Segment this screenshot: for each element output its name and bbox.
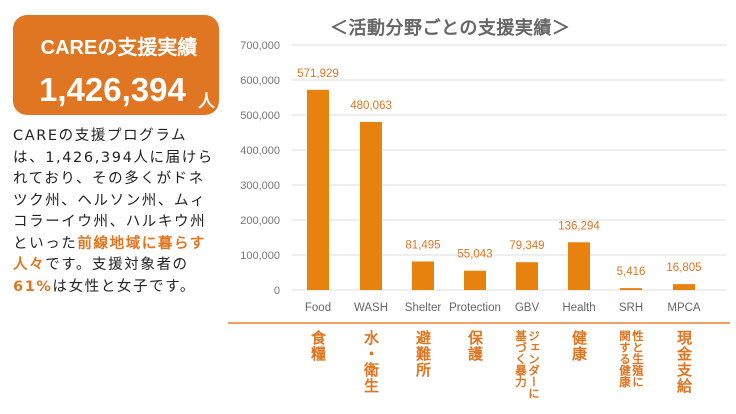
jp-label: 保護 <box>466 330 484 362</box>
bar-shelter <box>412 261 434 290</box>
data-label: 79,349 <box>509 240 544 252</box>
badge-number: 1,426,394 <box>39 71 186 108</box>
y-tick-label: 300,000 <box>240 180 280 192</box>
total-badge: CAREの支援実績 1,426,394 人 <box>13 15 219 115</box>
desc-highlight: 前線地域に暮らす人々 <box>13 235 206 274</box>
bar-srh <box>620 288 642 290</box>
bar-wash <box>360 121 382 290</box>
jp-label: 現金支給 <box>675 330 693 394</box>
data-label: 480,063 <box>350 100 392 112</box>
data-label: 55,043 <box>457 249 492 261</box>
data-label: 16,805 <box>666 262 701 274</box>
y-tick-label: 200,000 <box>240 215 280 227</box>
data-label: 5,416 <box>617 266 646 278</box>
description: CAREの支援プログラムは、1,426,394人に届けられており、その多くがドネ… <box>13 126 218 298</box>
x-tick-label: GBV <box>515 302 540 314</box>
jp-label: 性と生殖に 関する健康 <box>618 330 645 388</box>
x-tick-label: Health <box>562 302 595 314</box>
bar-protection <box>464 270 486 290</box>
y-tick-label: 0 <box>274 285 280 297</box>
desc-text: は女性と女子です。 <box>52 278 196 295</box>
bar-health <box>568 242 590 290</box>
bar-mpca <box>673 284 695 290</box>
jp-label: ジェンダーに 基づく暴力 <box>514 330 541 399</box>
data-label: 571,929 <box>297 68 339 80</box>
jp-label: 健康 <box>570 330 588 362</box>
divider <box>228 322 730 324</box>
bar-gbv <box>516 262 538 290</box>
x-tick-label: SRH <box>619 302 643 314</box>
data-label: 81,495 <box>405 239 440 251</box>
jp-label: 避難所 <box>414 330 432 378</box>
x-tick-label: Shelter <box>405 302 442 314</box>
x-tick-label: WASH <box>354 302 388 314</box>
bar-food <box>307 89 329 290</box>
y-tick-label: 600,000 <box>240 75 280 87</box>
desc-highlight: 61% <box>13 278 53 295</box>
y-tick-label: 700,000 <box>240 40 280 52</box>
y-tick-label: 500,000 <box>240 110 280 122</box>
jp-label: 水・衛生 <box>362 330 380 394</box>
y-tick-label: 100,000 <box>240 250 280 262</box>
x-tick-label: Food <box>305 302 331 314</box>
badge-title: CAREの支援実績 <box>40 37 198 59</box>
desc-text: CAREの支援プログラムは、1,426,394人に届けられており、その多くがドネ… <box>13 128 214 252</box>
x-tick-label: MPCA <box>667 302 701 314</box>
y-tick-label: 400,000 <box>240 145 280 157</box>
jp-label: 食糧 <box>309 330 327 362</box>
x-tick-label: Protection <box>449 302 501 314</box>
data-label: 136,294 <box>558 220 600 232</box>
desc-text: です。支援対象者の <box>45 257 189 273</box>
chart-title: ＜活動分野ごとの支援実績＞ <box>330 18 571 39</box>
badge-unit: 人 <box>198 92 215 112</box>
